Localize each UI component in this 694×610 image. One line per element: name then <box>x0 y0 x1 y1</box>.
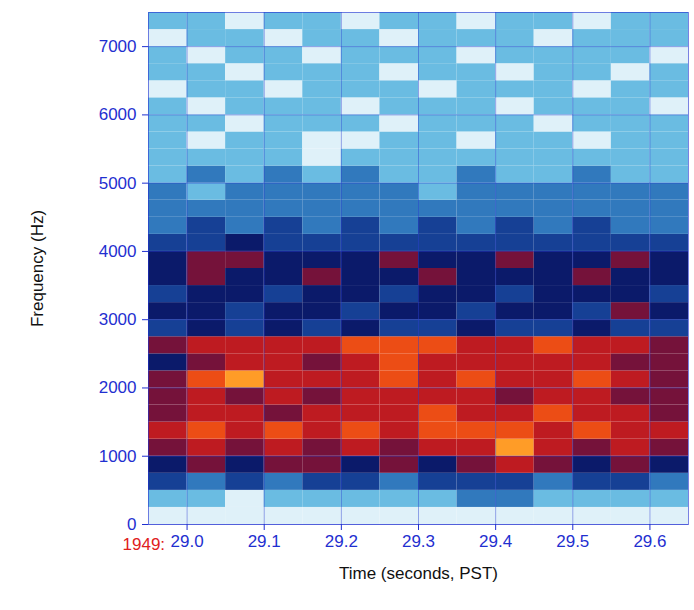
svg-text:29.5: 29.5 <box>556 532 589 551</box>
svg-text:1000: 1000 <box>99 447 137 466</box>
svg-text:29.6: 29.6 <box>633 532 666 551</box>
svg-text:5000: 5000 <box>99 174 137 193</box>
svg-text:7000: 7000 <box>99 37 137 56</box>
svg-text:29.2: 29.2 <box>325 532 358 551</box>
svg-text:2000: 2000 <box>99 378 137 397</box>
svg-text:4000: 4000 <box>99 242 137 261</box>
svg-text:3000: 3000 <box>99 310 137 329</box>
svg-text:29.0: 29.0 <box>171 532 204 551</box>
svg-text:29.1: 29.1 <box>248 532 281 551</box>
svg-text:29.4: 29.4 <box>479 532 512 551</box>
svg-text:Time (seconds, PST): Time (seconds, PST) <box>339 564 498 583</box>
svg-text:6000: 6000 <box>99 105 137 124</box>
svg-text:29.3: 29.3 <box>402 532 435 551</box>
svg-text:Frequency (Hz): Frequency (Hz) <box>28 210 47 327</box>
svg-text:1949:: 1949: <box>123 535 166 554</box>
svg-text:0: 0 <box>127 515 136 534</box>
